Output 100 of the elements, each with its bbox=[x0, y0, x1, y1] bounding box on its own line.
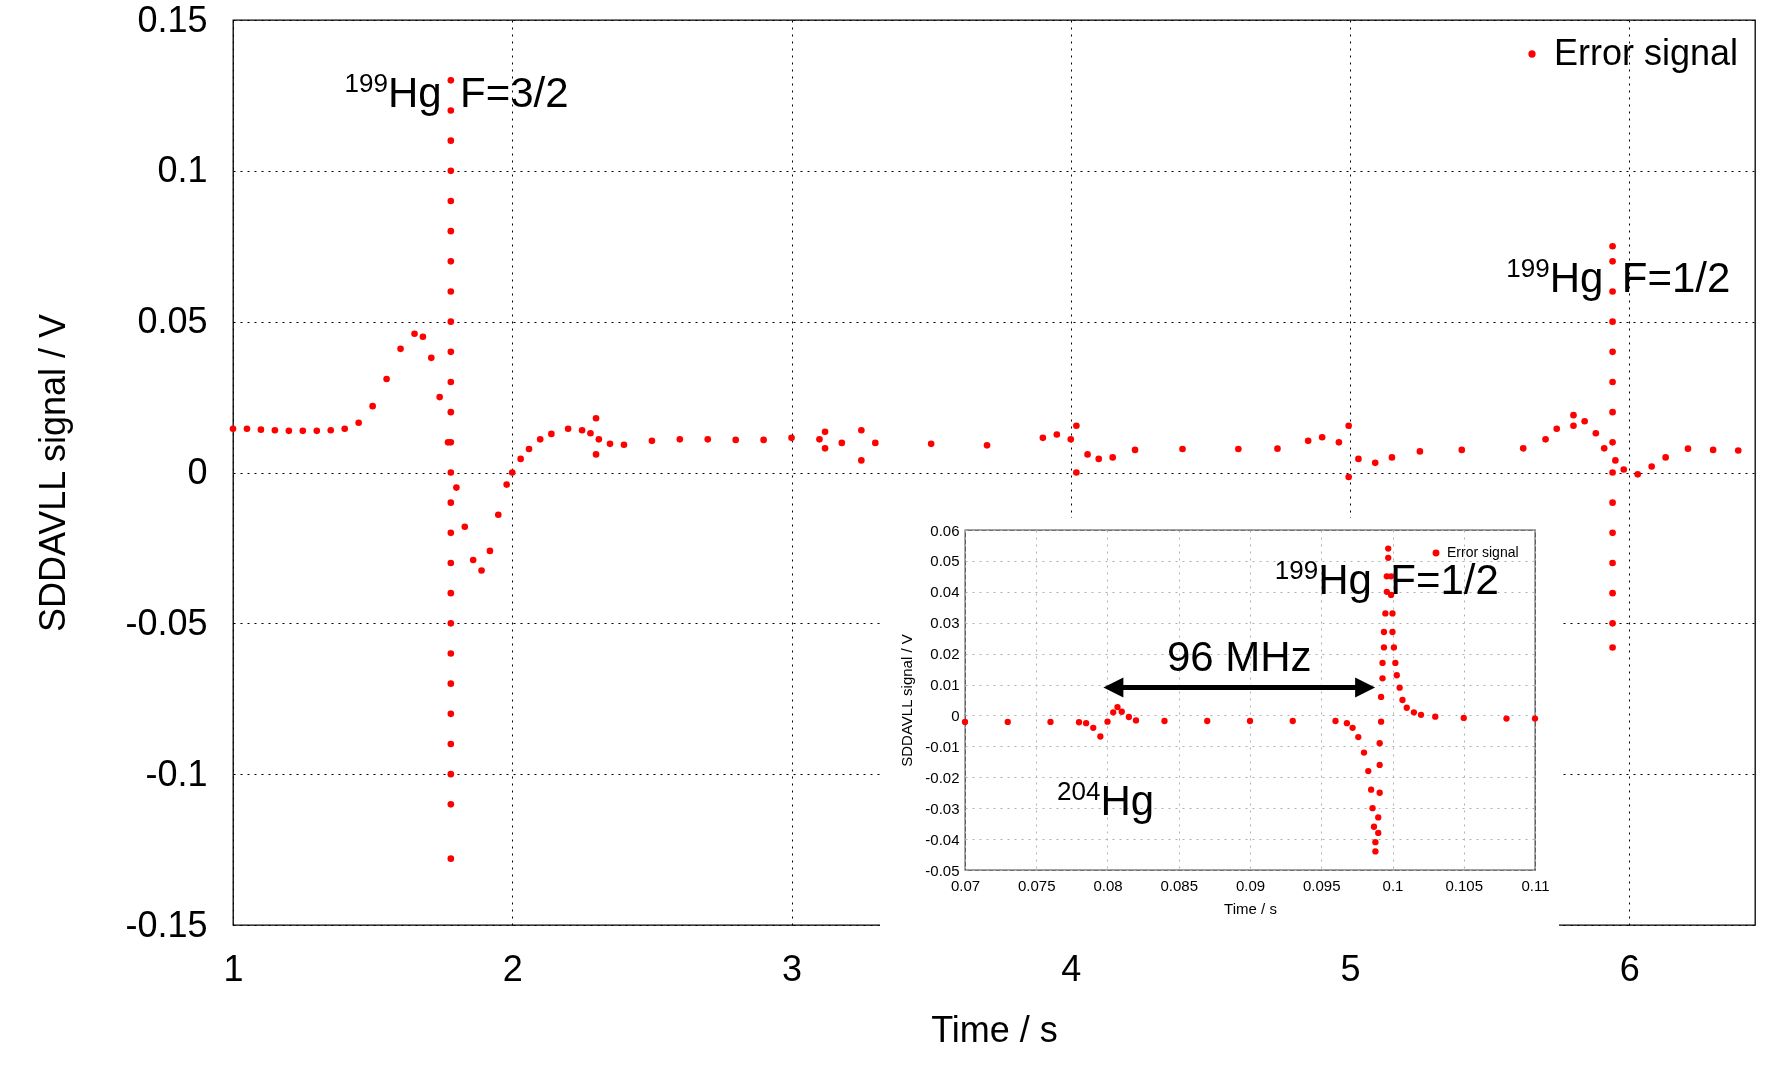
x-tick-label: 0.11 bbox=[1521, 876, 1550, 894]
point bbox=[1343, 720, 1351, 727]
point bbox=[1125, 713, 1133, 721]
point bbox=[1075, 719, 1083, 726]
point bbox=[1503, 715, 1510, 722]
point bbox=[1204, 717, 1211, 725]
point bbox=[1385, 554, 1392, 561]
point bbox=[1090, 724, 1097, 731]
point bbox=[961, 718, 969, 726]
x-tick-label: 5 bbox=[1340, 947, 1361, 989]
point bbox=[1367, 786, 1375, 793]
point bbox=[1392, 659, 1399, 667]
y-tick-label: 0.03 bbox=[930, 614, 960, 632]
point bbox=[1372, 848, 1379, 855]
y-tick-label: -0.04 bbox=[925, 830, 960, 848]
annotation: $^{199}$Hg F=3/2 bbox=[344, 68, 569, 117]
point bbox=[1410, 709, 1418, 716]
y-tick-label: 0.01 bbox=[930, 676, 960, 694]
x-tick-label: 0.075 bbox=[1017, 876, 1056, 894]
x-axis-title: Time / s bbox=[1224, 899, 1277, 917]
y-tick-label: 0.1 bbox=[157, 149, 208, 191]
point bbox=[1104, 718, 1111, 725]
point bbox=[1132, 717, 1140, 724]
point bbox=[1349, 724, 1356, 731]
point bbox=[1360, 749, 1368, 756]
point bbox=[1082, 720, 1090, 727]
point bbox=[1399, 696, 1406, 704]
x-axis-title: Time / s bbox=[931, 1008, 1058, 1050]
point bbox=[1396, 684, 1403, 691]
point bbox=[1390, 644, 1398, 651]
point bbox=[1289, 717, 1296, 725]
x-tick-label: 0.08 bbox=[1093, 876, 1123, 894]
y-tick-label: 0.02 bbox=[930, 645, 960, 663]
point bbox=[1332, 717, 1339, 725]
y-tick-label: 0.04 bbox=[930, 583, 960, 601]
y-tick-label: 0.05 bbox=[930, 552, 960, 570]
point bbox=[1376, 761, 1383, 769]
y-tick-label: 0.05 bbox=[137, 300, 208, 342]
x-tick-label: 0.07 bbox=[950, 876, 981, 894]
point bbox=[1385, 545, 1392, 552]
y-tick-label: 0 bbox=[951, 706, 960, 724]
point bbox=[1369, 805, 1376, 812]
point bbox=[1114, 703, 1121, 711]
point bbox=[1376, 740, 1383, 747]
point bbox=[1380, 644, 1388, 651]
point bbox=[1403, 704, 1410, 711]
annotation: 96 MHz bbox=[1166, 633, 1312, 681]
y-tick-label: -0.15 bbox=[125, 903, 208, 945]
x-tick-label: 1 bbox=[223, 947, 244, 989]
point bbox=[1387, 591, 1395, 599]
point bbox=[1110, 709, 1117, 716]
point bbox=[1389, 610, 1396, 617]
y-axis-title: SDDAVLL signal / V bbox=[32, 313, 74, 633]
y-tick-label: -0.01 bbox=[925, 737, 960, 755]
point bbox=[1379, 675, 1386, 682]
y-tick-label: -0.05 bbox=[925, 861, 960, 879]
x-tick-label: 2 bbox=[502, 947, 523, 989]
x-tick-label: 0.105 bbox=[1445, 876, 1484, 894]
point bbox=[1379, 659, 1386, 667]
legend-label: Error signal bbox=[1554, 32, 1739, 73]
x-tick-label: 0.085 bbox=[1160, 876, 1199, 894]
point bbox=[1161, 717, 1168, 725]
x-tick-label: 0.09 bbox=[1235, 876, 1266, 894]
x-tick-label: 3 bbox=[782, 947, 803, 989]
point bbox=[1531, 715, 1539, 722]
point bbox=[1432, 713, 1439, 720]
x-tick-label: 6 bbox=[1619, 947, 1640, 989]
point bbox=[1365, 767, 1372, 775]
point bbox=[1118, 708, 1125, 715]
point bbox=[1377, 718, 1385, 725]
point bbox=[1389, 628, 1396, 636]
point bbox=[1372, 839, 1379, 846]
y-tick-label: -0.1 bbox=[145, 752, 208, 794]
y-axis-title: SDDAVLL signal / V bbox=[898, 634, 916, 767]
point bbox=[1004, 718, 1011, 726]
y-tick-label: 0 bbox=[187, 451, 208, 492]
y-tick-label: 0.06 bbox=[930, 521, 960, 539]
point bbox=[1377, 693, 1385, 701]
y-tick-label: -0.03 bbox=[925, 799, 960, 817]
point bbox=[1047, 718, 1054, 726]
point bbox=[1370, 823, 1378, 830]
point bbox=[1376, 789, 1383, 796]
point bbox=[1383, 588, 1390, 595]
point bbox=[1382, 610, 1389, 617]
x-tick-label: 4 bbox=[1061, 947, 1082, 989]
point bbox=[1375, 829, 1382, 837]
point bbox=[1097, 733, 1104, 740]
point bbox=[1380, 628, 1388, 636]
point bbox=[1355, 733, 1362, 741]
y-tick-label: -0.02 bbox=[925, 768, 960, 786]
y-tick-label: 0.15 bbox=[137, 0, 208, 40]
point bbox=[1393, 672, 1400, 679]
annotation: $^{204}$Hg bbox=[1056, 776, 1155, 825]
x-tick-label: 0.095 bbox=[1302, 876, 1341, 894]
point bbox=[1460, 714, 1467, 722]
point bbox=[1246, 717, 1254, 725]
y-tick-label: -0.05 bbox=[125, 601, 208, 643]
annotation: $^{199}$Hg F=1/2 bbox=[1506, 252, 1731, 301]
x-tick-label: 0.1 bbox=[1382, 876, 1404, 894]
point bbox=[1375, 814, 1382, 821]
